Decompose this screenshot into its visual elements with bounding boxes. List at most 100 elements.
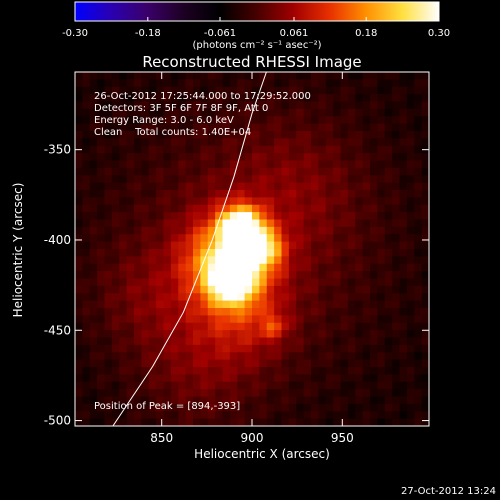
heatmap-cell — [207, 94, 216, 103]
heatmap-cell — [421, 344, 429, 353]
heatmap-cell — [384, 330, 393, 339]
heatmap-cell — [237, 234, 246, 243]
heatmap-cell — [97, 86, 106, 95]
heatmap-cell — [252, 381, 260, 390]
heatmap-cell — [119, 160, 128, 169]
heatmap-cell — [104, 381, 113, 390]
heatmap-cell — [134, 79, 142, 88]
heatmap-cell — [370, 153, 378, 162]
heatmap-cell — [104, 374, 113, 383]
heatmap-cell — [384, 160, 393, 169]
heatmap-cell — [259, 72, 268, 80]
heatmap-cell — [126, 131, 135, 139]
heatmap-cell — [193, 352, 201, 361]
heatmap-cell — [104, 131, 113, 139]
heatmap-cell — [141, 389, 150, 398]
heatmap-cell — [392, 352, 401, 361]
heatmap-cell — [274, 403, 283, 412]
heatmap-cell — [237, 190, 246, 198]
heatmap-cell — [421, 160, 429, 169]
heatmap-cell — [421, 381, 429, 390]
heatmap-cell — [82, 374, 91, 383]
heatmap-cell — [141, 182, 150, 191]
heatmap-cell — [392, 86, 401, 95]
heatmap-cell — [421, 249, 429, 257]
heatmap-cell — [163, 153, 172, 162]
heatmap-cell — [406, 389, 415, 398]
heatmap-cell — [185, 175, 194, 184]
heatmap-cell — [237, 285, 246, 294]
heatmap-cell — [148, 322, 157, 331]
heatmap-cell — [274, 219, 283, 228]
heatmap-cell — [97, 197, 106, 206]
heatmap-cell — [399, 219, 408, 228]
heatmap-cell — [362, 322, 371, 331]
heatmap-cell — [281, 234, 290, 243]
heatmap-cell — [414, 79, 423, 88]
heatmap-cell — [244, 315, 253, 324]
heatmap-cell — [170, 396, 179, 405]
heatmap-cell — [148, 123, 157, 132]
heatmap-cell — [384, 359, 393, 368]
heatmap-cell — [399, 101, 408, 110]
heatmap-cell — [193, 263, 201, 272]
heatmap-cell — [377, 175, 386, 184]
heatmap-cell — [215, 396, 224, 405]
heatmap-cell — [134, 367, 142, 375]
heatmap-cell — [362, 293, 371, 302]
heatmap-cell — [148, 72, 157, 80]
heatmap-cell — [163, 167, 172, 176]
heatmap-cell — [141, 190, 150, 198]
heatmap-cell — [229, 219, 238, 228]
heatmap-cell — [244, 153, 253, 162]
heatmap-cell — [414, 374, 423, 383]
heatmap-cell — [347, 226, 356, 235]
heatmap-cell — [178, 175, 187, 184]
heatmap-cell — [362, 234, 371, 243]
heatmap-cell — [222, 190, 231, 198]
heatmap-cell — [266, 145, 275, 154]
heatmap-cell — [222, 101, 231, 110]
y-axis-label: Heliocentric Y (arcsec) — [11, 183, 25, 318]
heatmap-cell — [89, 285, 98, 294]
heatmap-cell — [163, 367, 172, 375]
heatmap-cell — [370, 403, 378, 412]
heatmap-cell — [89, 396, 98, 405]
heatmap-cell — [406, 352, 415, 361]
heatmap-cell — [104, 190, 113, 198]
heatmap-cell — [215, 190, 224, 198]
heatmap-cell — [126, 167, 135, 176]
heatmap-cell — [193, 367, 201, 375]
heatmap-cell — [311, 278, 319, 287]
heatmap-cell — [266, 300, 275, 309]
heatmap-cell — [215, 197, 224, 206]
heatmap-cell — [148, 145, 157, 154]
heatmap-cell — [207, 212, 216, 221]
heatmap-cell — [252, 219, 260, 228]
heatmap-cell — [97, 344, 106, 353]
heatmap-cell — [111, 226, 120, 235]
heatmap-cell — [111, 79, 120, 88]
heatmap-cell — [222, 145, 231, 154]
heatmap-cell — [156, 374, 165, 383]
heatmap-cell — [259, 212, 268, 221]
heatmap-cell — [244, 131, 253, 139]
heatmap-cell — [281, 160, 290, 169]
heatmap-cell — [318, 175, 327, 184]
heatmap-cell — [163, 138, 172, 147]
heatmap-cell — [377, 263, 386, 272]
heatmap-cell — [119, 79, 128, 88]
heatmap-cell — [104, 204, 113, 213]
heatmap-cell — [281, 359, 290, 368]
heatmap-cell — [288, 344, 297, 353]
heatmap-cell — [340, 374, 349, 383]
heatmap-cell — [311, 315, 319, 324]
heatmap-cell — [119, 94, 128, 103]
heatmap-cell — [185, 403, 194, 412]
heatmap-cell — [370, 249, 378, 257]
heatmap-cell — [156, 160, 165, 169]
heatmap-cell — [200, 359, 209, 368]
heatmap-cell — [170, 219, 179, 228]
heatmap-cell — [156, 337, 165, 346]
heatmap-cell — [185, 285, 194, 294]
